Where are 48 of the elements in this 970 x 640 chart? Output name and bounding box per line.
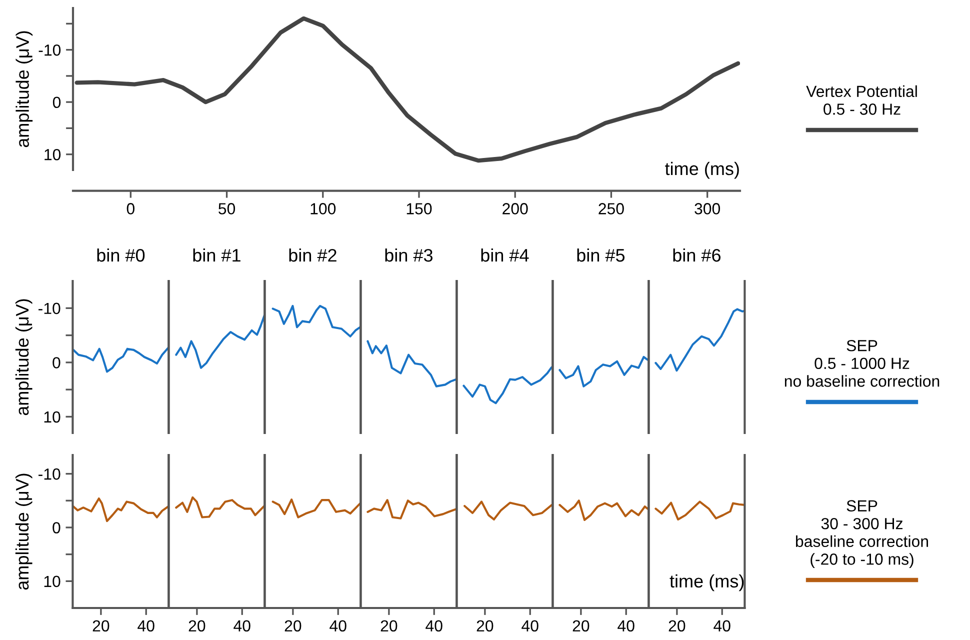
text: SEP 0.5 - 1000 Hz no baseline correction bbox=[784, 340, 940, 387]
x-tick-label: 20 bbox=[572, 620, 590, 632]
y-axis-title: amplitude (μV) bbox=[15, 474, 32, 590]
y-tick-label: 10 bbox=[44, 576, 60, 588]
chart-title: bin #3 bbox=[385, 248, 433, 262]
y-tick-label: 0 bbox=[52, 522, 60, 534]
x-tick-label: 20 bbox=[476, 620, 494, 632]
y-tick-label: 0 bbox=[52, 96, 61, 108]
line-series bbox=[72, 346, 169, 373]
x-tick-label: 300 bbox=[694, 203, 720, 214]
y-tick-label: 0 bbox=[52, 357, 60, 368]
x-tick-label: 0 bbox=[126, 203, 134, 214]
y-tick-label: -10 bbox=[38, 468, 60, 480]
chart-title: bin #6 bbox=[673, 248, 721, 262]
x-tick-label: 250 bbox=[598, 203, 624, 214]
x-tick-label: 50 bbox=[218, 203, 236, 214]
x-tick-label: 100 bbox=[310, 203, 336, 214]
line-series bbox=[74, 16, 740, 163]
y-axis-title: amplitude (μV) bbox=[15, 299, 32, 416]
text: SEP 30 - 300 Hz baseline correction (-20 to -10 ms) bbox=[796, 500, 928, 568]
chart-title: bin #5 bbox=[577, 248, 625, 262]
y-tick-label: 10 bbox=[44, 411, 60, 423]
x-tick-label: 20 bbox=[668, 620, 686, 632]
x-tick-label: 40 bbox=[522, 620, 538, 632]
chart-title: bin #4 bbox=[481, 248, 529, 262]
x-tick-label: 150 bbox=[406, 203, 432, 214]
y-tick-label: -10 bbox=[38, 44, 61, 56]
chart-title: bin #0 bbox=[97, 248, 145, 262]
x-tick-label: 20 bbox=[380, 620, 398, 632]
x-tick-label: 40 bbox=[618, 620, 634, 632]
chart-title: bin #1 bbox=[193, 248, 240, 262]
y-tick-label: -10 bbox=[38, 302, 60, 314]
x-tick-label: 40 bbox=[330, 620, 346, 632]
x-tick-label: 20 bbox=[284, 620, 302, 632]
y-axis-title: amplitude (μV) bbox=[16, 31, 33, 148]
x-tick-label: 40 bbox=[426, 620, 442, 632]
x-tick-label: 40 bbox=[138, 620, 154, 632]
x-tick-label: 20 bbox=[92, 620, 110, 632]
x-axis-title: time (ms) bbox=[670, 574, 744, 592]
text: Vertex Potential 0.5 - 30 Hz bbox=[806, 85, 917, 115]
x-tick-label: 40 bbox=[234, 620, 250, 632]
x-tick-label: 20 bbox=[188, 620, 206, 632]
line-series bbox=[72, 497, 169, 522]
y-tick-label: 10 bbox=[44, 148, 61, 160]
chart-title: bin #2 bbox=[289, 248, 336, 262]
x-tick-label: 200 bbox=[502, 203, 528, 214]
x-axis-title: time (ms) bbox=[665, 162, 739, 179]
x-tick-label: 40 bbox=[714, 620, 730, 632]
